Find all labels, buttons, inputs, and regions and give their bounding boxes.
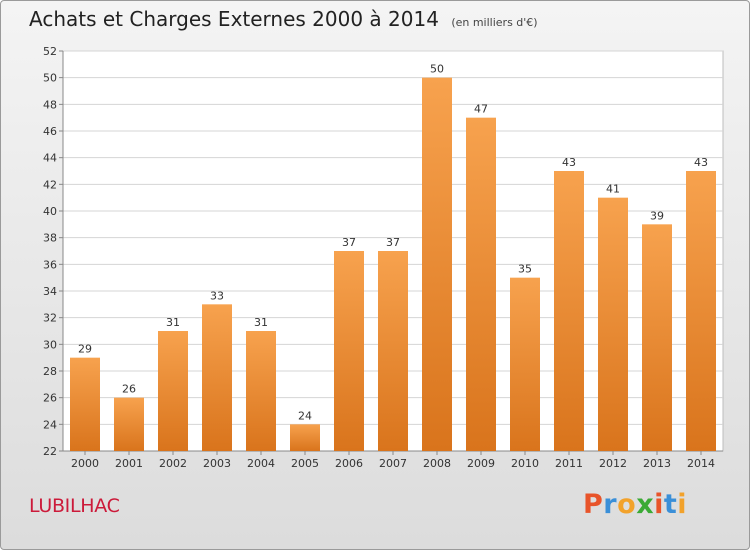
logo-letter: o xyxy=(617,489,637,520)
chart-unit: (en milliers d'€) xyxy=(451,16,538,29)
data-label: 41 xyxy=(606,183,620,196)
y-tick-label: 34 xyxy=(43,285,57,298)
bar xyxy=(466,117,496,452)
data-label: 31 xyxy=(166,316,180,329)
bar xyxy=(202,304,232,451)
bar xyxy=(158,331,188,451)
chart-title: Achats et Charges Externes 2000 à 2014 (… xyxy=(29,7,538,31)
x-tick-label: 2008 xyxy=(423,457,451,470)
bar xyxy=(70,357,100,451)
data-label: 31 xyxy=(254,316,268,329)
x-tick-label: 2003 xyxy=(203,457,231,470)
data-label: 37 xyxy=(386,236,400,249)
bar xyxy=(246,331,276,451)
x-tick-label: 2007 xyxy=(379,457,407,470)
data-label: 43 xyxy=(562,156,576,169)
logo-letter: P xyxy=(583,489,604,520)
x-tick-label: 2006 xyxy=(335,457,363,470)
logo-letter: t xyxy=(663,489,678,520)
bar xyxy=(114,397,144,451)
proxiti-logo: Proxiti xyxy=(583,489,687,520)
x-tick-label: 2009 xyxy=(467,457,495,470)
x-tick-label: 2011 xyxy=(555,457,583,470)
y-tick-label: 30 xyxy=(43,338,57,351)
x-tick-label: 2004 xyxy=(247,457,275,470)
y-tick-label: 50 xyxy=(43,72,57,85)
logo-letter: i xyxy=(677,489,688,520)
y-tick-label: 44 xyxy=(43,152,57,165)
bar xyxy=(554,171,584,451)
y-tick-label: 26 xyxy=(43,392,57,405)
logo-letter: x xyxy=(636,489,655,520)
chart-title-text: Achats et Charges Externes 2000 à 2014 xyxy=(29,7,439,31)
logo-letter: r xyxy=(603,489,618,520)
data-label: 33 xyxy=(210,289,224,302)
logo-letter: i xyxy=(654,489,664,520)
y-tick-label: 48 xyxy=(43,98,57,111)
x-tick-label: 2013 xyxy=(643,457,671,470)
data-label: 50 xyxy=(430,63,444,76)
data-label: 43 xyxy=(694,156,708,169)
y-tick-label: 40 xyxy=(43,205,57,218)
bar xyxy=(378,251,408,451)
place-name: LUBILHAC xyxy=(29,495,120,517)
y-tick-label: 42 xyxy=(43,178,57,191)
bar xyxy=(422,77,452,452)
x-tick-label: 2002 xyxy=(159,457,187,470)
bar xyxy=(686,171,716,451)
x-tick-label: 2012 xyxy=(599,457,627,470)
y-tick-label: 24 xyxy=(43,418,57,431)
y-tick-label: 22 xyxy=(43,445,57,458)
x-tick-label: 2005 xyxy=(291,457,319,470)
data-label: 37 xyxy=(342,236,356,249)
bar xyxy=(598,197,628,451)
x-tick-label: 2001 xyxy=(115,457,143,470)
y-tick-label: 52 xyxy=(43,45,57,58)
y-tick-label: 38 xyxy=(43,232,57,245)
bar xyxy=(642,224,672,451)
data-label: 39 xyxy=(650,209,664,222)
data-label: 35 xyxy=(518,263,532,276)
y-tick-label: 32 xyxy=(43,312,57,325)
bar xyxy=(290,424,320,451)
bar xyxy=(510,277,540,451)
data-label: 29 xyxy=(78,343,92,356)
y-tick-label: 46 xyxy=(43,125,57,138)
y-tick-label: 36 xyxy=(43,258,57,271)
bar xyxy=(334,251,364,451)
x-tick-label: 2010 xyxy=(511,457,539,470)
x-tick-label: 2000 xyxy=(71,457,99,470)
y-tick-label: 28 xyxy=(43,365,57,378)
data-label: 47 xyxy=(474,103,488,116)
data-label: 24 xyxy=(298,409,312,422)
x-tick-label: 2014 xyxy=(687,457,715,470)
data-label: 26 xyxy=(122,383,136,396)
